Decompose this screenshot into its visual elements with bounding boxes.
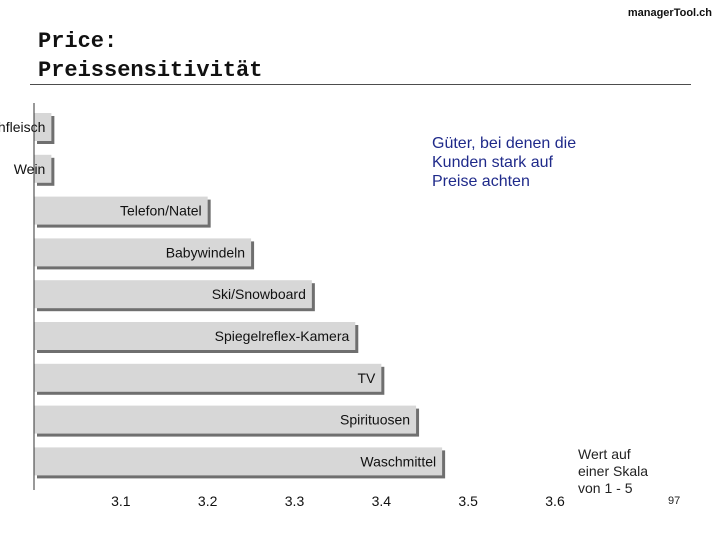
bar-label: Frischfleisch	[0, 119, 45, 135]
scale-note: Wert auf einer Skala von 1 - 5	[578, 446, 678, 497]
bar-item: Spirituosen	[34, 405, 420, 437]
bar-label: Wein	[14, 161, 46, 177]
x-tick-label: 3.3	[285, 493, 305, 509]
bar-item: Wein	[14, 154, 55, 186]
bar	[34, 113, 52, 141]
scale-note-line-1: Wert auf	[578, 446, 631, 462]
x-tick-labels: 3.1 3.2 3.3 3.4 3.5 3.6	[111, 493, 565, 509]
x-tick-label: 3.5	[458, 493, 478, 509]
bar-label: Waschmittel	[360, 453, 436, 469]
bar-label: Ski/Snowboard	[212, 286, 306, 302]
bar	[34, 196, 208, 225]
chart-annotation: Güter, bei denen die Kunden stark auf Pr…	[432, 134, 652, 191]
bar-label: Telefon/Natel	[120, 203, 202, 219]
bar	[34, 238, 252, 267]
bar-label: TV	[357, 370, 376, 386]
bar	[34, 363, 382, 392]
annotation-line-3: Preise achten	[432, 173, 530, 190]
x-tick-label: 3.4	[372, 493, 392, 509]
x-tick-label: 3.6	[545, 493, 565, 509]
page-number: 97	[668, 495, 681, 507]
x-tick-label: 3.1	[111, 493, 131, 509]
bar	[34, 280, 312, 309]
bar	[34, 154, 52, 183]
bar-item: Waschmittel	[34, 447, 446, 479]
bar-label: Spiegelreflex-Kamera	[215, 328, 350, 344]
scale-note-line-3: von 1 - 5	[578, 480, 633, 496]
bar-item: Spiegelreflex-Kamera	[34, 322, 359, 353]
title-line-1: Price:	[38, 29, 118, 54]
bar-item: Telefon/Natel	[34, 196, 211, 228]
title-line-2: Preissensitivität	[38, 58, 263, 83]
bar-item: TV	[34, 363, 385, 395]
bar	[34, 322, 356, 350]
bar-label: Spirituosen	[340, 412, 410, 428]
page-title: Price: Preissensitivität	[38, 27, 262, 85]
bar	[34, 447, 443, 476]
bar-item: Babywindeln	[34, 238, 255, 270]
x-tick-label: 3.2	[198, 493, 218, 509]
bar	[34, 405, 417, 434]
scale-note-line-2: einer Skala	[578, 463, 649, 479]
title-divider	[30, 84, 691, 85]
bar-item: Ski/Snowboard	[34, 280, 315, 312]
bars-group: Frischfleisch Wein Telefon/Natel Babywindel…	[0, 113, 446, 479]
bar-item: Frischfleisch	[0, 113, 55, 144]
bar-label: Babywindeln	[166, 244, 245, 260]
annotation-line-1: Güter, bei denen die	[432, 135, 577, 152]
brand-label: managerTool.ch	[627, 7, 712, 19]
annotation-line-2: Kunden stark auf	[432, 154, 553, 171]
